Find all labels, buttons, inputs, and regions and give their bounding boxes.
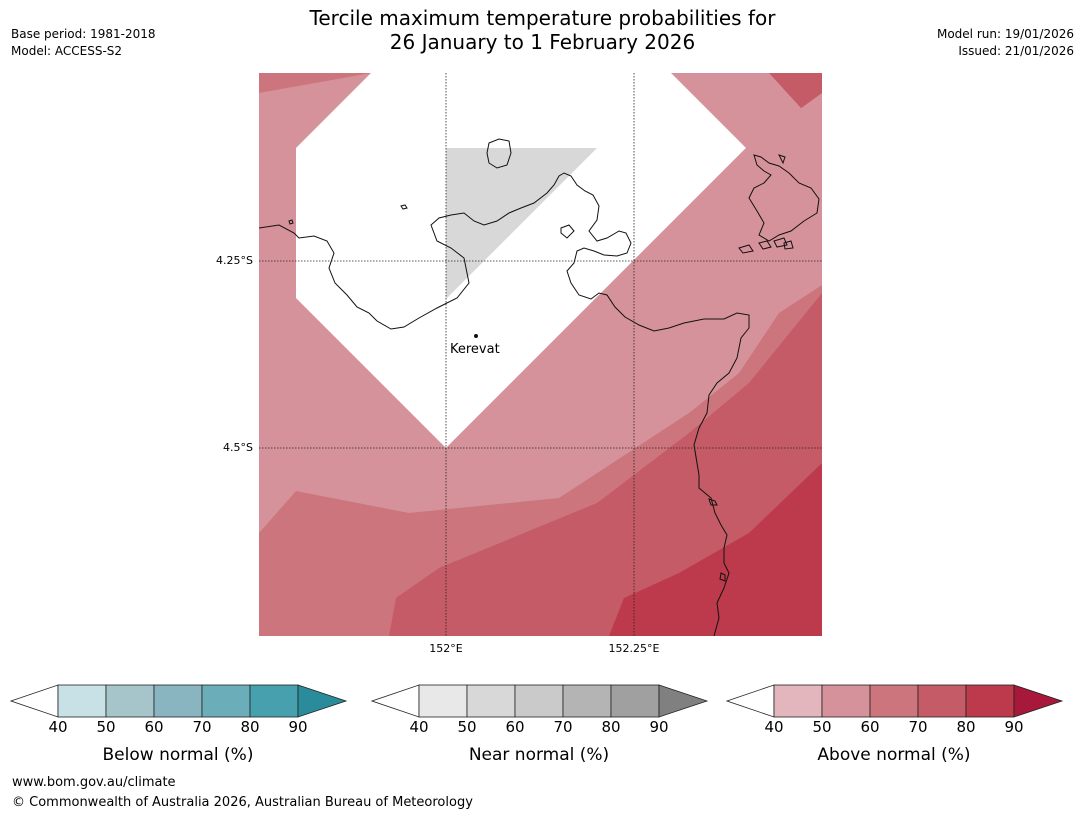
below-bin-50-60 bbox=[105, 684, 155, 718]
colorbar-below-ticks: 40 50 60 70 80 90 bbox=[10, 718, 350, 736]
colorbar-near-label: Near normal (%) bbox=[468, 745, 610, 765]
colorbar-above-graphic bbox=[726, 684, 1064, 718]
below-tick-70: 70 bbox=[192, 718, 212, 736]
colorbar-above-normal: 40 50 60 70 80 90 bbox=[726, 684, 1066, 736]
colorbar-near-normal: 40 50 60 70 80 90 bbox=[371, 684, 711, 736]
below-bin-70-80 bbox=[201, 684, 251, 718]
below-tick-60: 60 bbox=[144, 718, 164, 736]
below-tick-40: 40 bbox=[48, 718, 68, 736]
title-line-1: Tercile maximum temperature probabilitie… bbox=[309, 6, 776, 30]
near-extend-high bbox=[658, 684, 709, 718]
run-info: Model run: 19/01/2026 Issued: 21/01/2026 bbox=[937, 26, 1074, 60]
near-normal-region bbox=[446, 148, 597, 299]
map-canvas bbox=[259, 73, 822, 636]
above-bin-40-50 bbox=[773, 684, 823, 718]
issued-date: Issued: 21/01/2026 bbox=[958, 44, 1074, 58]
above-bin-70-80 bbox=[917, 684, 967, 718]
above-bin-60-70 bbox=[869, 684, 919, 718]
place-label-kerevat: Kerevat bbox=[450, 342, 500, 357]
near-tick-40: 40 bbox=[409, 718, 429, 736]
above-bin-80-90 bbox=[965, 684, 1015, 718]
colorbar-near-graphic bbox=[371, 684, 709, 718]
no-dominant-region bbox=[296, 73, 746, 448]
kerevat-marker bbox=[474, 334, 478, 338]
colorbar-below-normal: 40 50 60 70 80 90 bbox=[10, 684, 350, 736]
colorbar-above-label: Above normal (%) bbox=[817, 745, 971, 765]
below-bin-80-90 bbox=[249, 684, 299, 718]
near-bin-60-70 bbox=[514, 684, 564, 718]
base-period: Base period: 1981-2018 bbox=[11, 27, 156, 41]
above-extend-low bbox=[726, 684, 775, 718]
near-extend-low bbox=[371, 684, 420, 718]
lon-label-152E: 152°E bbox=[429, 642, 463, 655]
above-tick-90: 90 bbox=[1004, 718, 1024, 736]
zone-70-80 bbox=[389, 293, 822, 636]
above-bin-50-60 bbox=[821, 684, 871, 718]
near-bin-80-90 bbox=[610, 684, 660, 718]
below-bin-40-50 bbox=[57, 684, 107, 718]
colorbar-near-ticks: 40 50 60 70 80 90 bbox=[371, 718, 711, 736]
below-tick-90: 90 bbox=[288, 718, 308, 736]
colorbar-above-ticks: 40 50 60 70 80 90 bbox=[726, 718, 1066, 736]
near-tick-70: 70 bbox=[553, 718, 573, 736]
below-tick-50: 50 bbox=[96, 718, 116, 736]
near-bin-70-80 bbox=[562, 684, 612, 718]
near-bin-40-50 bbox=[418, 684, 468, 718]
probability-map bbox=[259, 73, 822, 636]
near-tick-60: 60 bbox=[505, 718, 525, 736]
near-bin-50-60 bbox=[466, 684, 516, 718]
above-tick-80: 80 bbox=[956, 718, 976, 736]
near-tick-50: 50 bbox=[457, 718, 477, 736]
colorbar-below-graphic bbox=[10, 684, 348, 718]
above-tick-50: 50 bbox=[812, 718, 832, 736]
footer-url: www.bom.gov.au/climate bbox=[12, 775, 176, 790]
model-name: Model: ACCESS-S2 bbox=[11, 44, 123, 58]
lat-label-4-25S: 4.25°S bbox=[216, 254, 253, 267]
zone-80-90 bbox=[609, 463, 822, 636]
zone-60-70-nw bbox=[259, 73, 371, 93]
above-tick-70: 70 bbox=[908, 718, 928, 736]
map-title: Tercile maximum temperature probabilitie… bbox=[0, 6, 1085, 54]
near-tick-90: 90 bbox=[649, 718, 669, 736]
title-line-2: 26 January to 1 February 2026 bbox=[389, 30, 696, 54]
footer-copyright: © Commonwealth of Australia 2026, Austra… bbox=[12, 795, 473, 810]
model-run: Model run: 19/01/2026 bbox=[936, 27, 1074, 41]
gridlines bbox=[259, 73, 822, 636]
above-tick-40: 40 bbox=[764, 718, 784, 736]
below-tick-80: 80 bbox=[240, 718, 260, 736]
coastline bbox=[259, 138, 820, 636]
below-extend-low bbox=[10, 684, 59, 718]
lat-label-4-5S: 4.5°S bbox=[223, 441, 253, 454]
below-extend-high bbox=[297, 684, 348, 718]
above-tick-60: 60 bbox=[860, 718, 880, 736]
near-tick-80: 80 bbox=[601, 718, 621, 736]
colorbar-below-label: Below normal (%) bbox=[102, 745, 254, 765]
above-extend-high bbox=[1013, 684, 1064, 718]
below-bin-60-70 bbox=[153, 684, 203, 718]
model-info: Base period: 1981-2018 Model: ACCESS-S2 bbox=[11, 26, 156, 60]
lon-label-152-25E: 152.25°E bbox=[608, 642, 660, 655]
